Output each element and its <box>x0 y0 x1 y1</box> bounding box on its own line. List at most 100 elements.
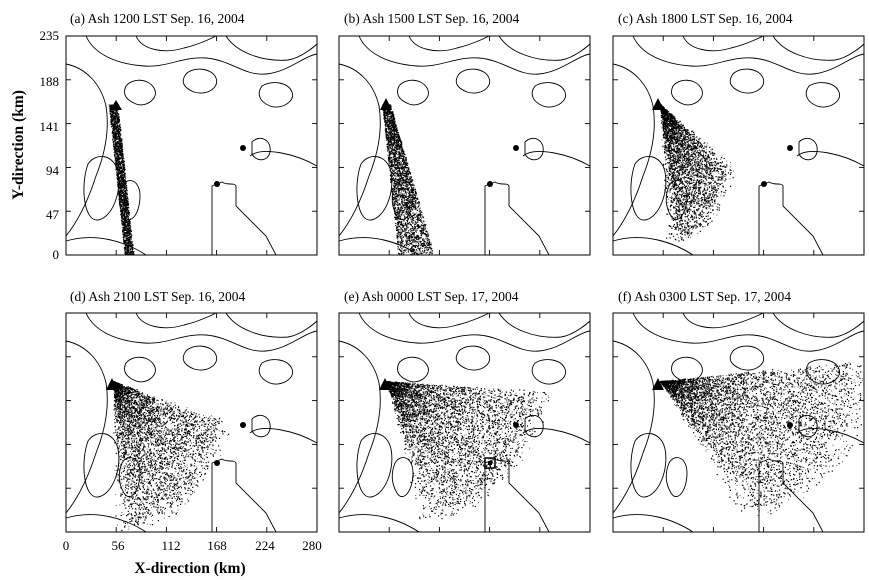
ash-particle <box>410 189 412 191</box>
ash-particle <box>397 174 399 177</box>
ash-particle <box>398 136 400 138</box>
ash-particle <box>416 231 417 233</box>
ash-particle <box>124 221 126 223</box>
ash-particle <box>405 213 407 215</box>
ash-particle <box>112 135 113 137</box>
panel-b: (b) Ash 1500 LST Sep. 16, 2004 <box>338 11 591 256</box>
ash-particle <box>117 155 119 157</box>
ash-particle <box>398 216 400 218</box>
ash-particle <box>414 237 415 239</box>
ash-particle <box>116 120 118 122</box>
ash-particle <box>416 198 418 200</box>
ash-particle <box>120 156 121 158</box>
ash-particle <box>415 236 417 238</box>
ash-particle <box>426 248 428 250</box>
ash-particle <box>122 186 124 188</box>
ash-particle <box>415 228 417 230</box>
ash-particle <box>127 228 129 230</box>
ash-particle <box>404 176 405 177</box>
ash-particle <box>123 242 125 244</box>
ash-particle <box>126 206 128 208</box>
ash-particle <box>392 149 394 151</box>
ash-particle <box>390 127 392 129</box>
ash-particle <box>405 196 407 198</box>
terrain-contour <box>358 35 591 75</box>
ash-particle <box>120 175 122 177</box>
ash-particle <box>415 204 417 205</box>
ash-particle <box>128 223 130 225</box>
ash-particle <box>129 244 131 246</box>
ash-particle <box>116 131 118 133</box>
ash-particle <box>394 207 397 209</box>
ash-particle <box>117 149 120 151</box>
ash-particle <box>415 243 417 245</box>
ash-particle <box>130 246 132 248</box>
ash-particle <box>120 183 121 185</box>
ash-particle <box>120 147 122 149</box>
ash-particle <box>126 196 128 198</box>
ash-particle <box>408 202 410 203</box>
ash-particle <box>126 246 128 248</box>
ash-particle <box>125 182 127 184</box>
ash-particle <box>388 113 390 115</box>
ash-particle <box>394 209 396 211</box>
ash-particle <box>120 180 122 182</box>
ash-particle <box>390 123 392 125</box>
ash-particle <box>398 234 400 235</box>
ash-particle <box>405 157 407 159</box>
ash-particle <box>418 227 420 229</box>
ash-particle <box>125 210 127 212</box>
ash-particle <box>426 231 428 233</box>
ash-particle <box>118 169 119 170</box>
ash-particle <box>390 147 391 149</box>
ash-particle <box>395 225 397 226</box>
ash-particle <box>125 246 127 248</box>
ash-particle <box>390 163 392 165</box>
ash-particle <box>114 116 116 119</box>
ash-particle <box>125 220 126 222</box>
ash-particle <box>401 252 403 254</box>
ash-particle <box>404 234 406 236</box>
ash-particle <box>390 166 393 168</box>
ash-particle <box>412 218 414 220</box>
ash-particle <box>114 115 116 118</box>
terrain-contour <box>85 35 318 75</box>
ash-particle <box>123 225 125 227</box>
ash-particle <box>126 200 127 202</box>
ash-particle <box>399 196 401 198</box>
ash-particle <box>416 202 418 203</box>
ash-particle <box>123 238 125 240</box>
ash-particle <box>407 176 408 178</box>
ash-particle <box>412 245 414 247</box>
ash-particle <box>404 166 407 168</box>
ash-particle <box>122 183 124 185</box>
ash-particle <box>116 177 118 178</box>
ash-particle <box>412 219 414 221</box>
ash-particle <box>127 222 130 225</box>
ash-particle <box>397 244 398 245</box>
ash-particle <box>417 247 419 249</box>
ash-particle <box>388 123 390 125</box>
ash-particle <box>122 154 124 156</box>
ash-particle <box>396 148 399 150</box>
ash-particle <box>403 193 405 194</box>
ash-particle <box>115 160 117 162</box>
terrain-contour <box>249 151 318 167</box>
ash-particle <box>408 251 410 253</box>
ash-particle <box>421 214 423 216</box>
ash-particle <box>408 192 410 194</box>
ash-particle <box>125 236 127 238</box>
ash-particle <box>122 189 125 191</box>
ash-particle <box>396 171 398 173</box>
ash-particle <box>388 148 390 150</box>
ash-particle <box>388 144 390 146</box>
ash-particle <box>125 190 127 191</box>
ash-particle <box>400 237 402 239</box>
ash-particle <box>119 153 121 155</box>
ash-particle <box>414 194 416 196</box>
ash-particle <box>406 208 407 210</box>
ash-particle <box>411 200 413 202</box>
ash-particle <box>405 160 407 162</box>
ash-particle <box>118 156 120 158</box>
ash-particle <box>404 180 406 182</box>
